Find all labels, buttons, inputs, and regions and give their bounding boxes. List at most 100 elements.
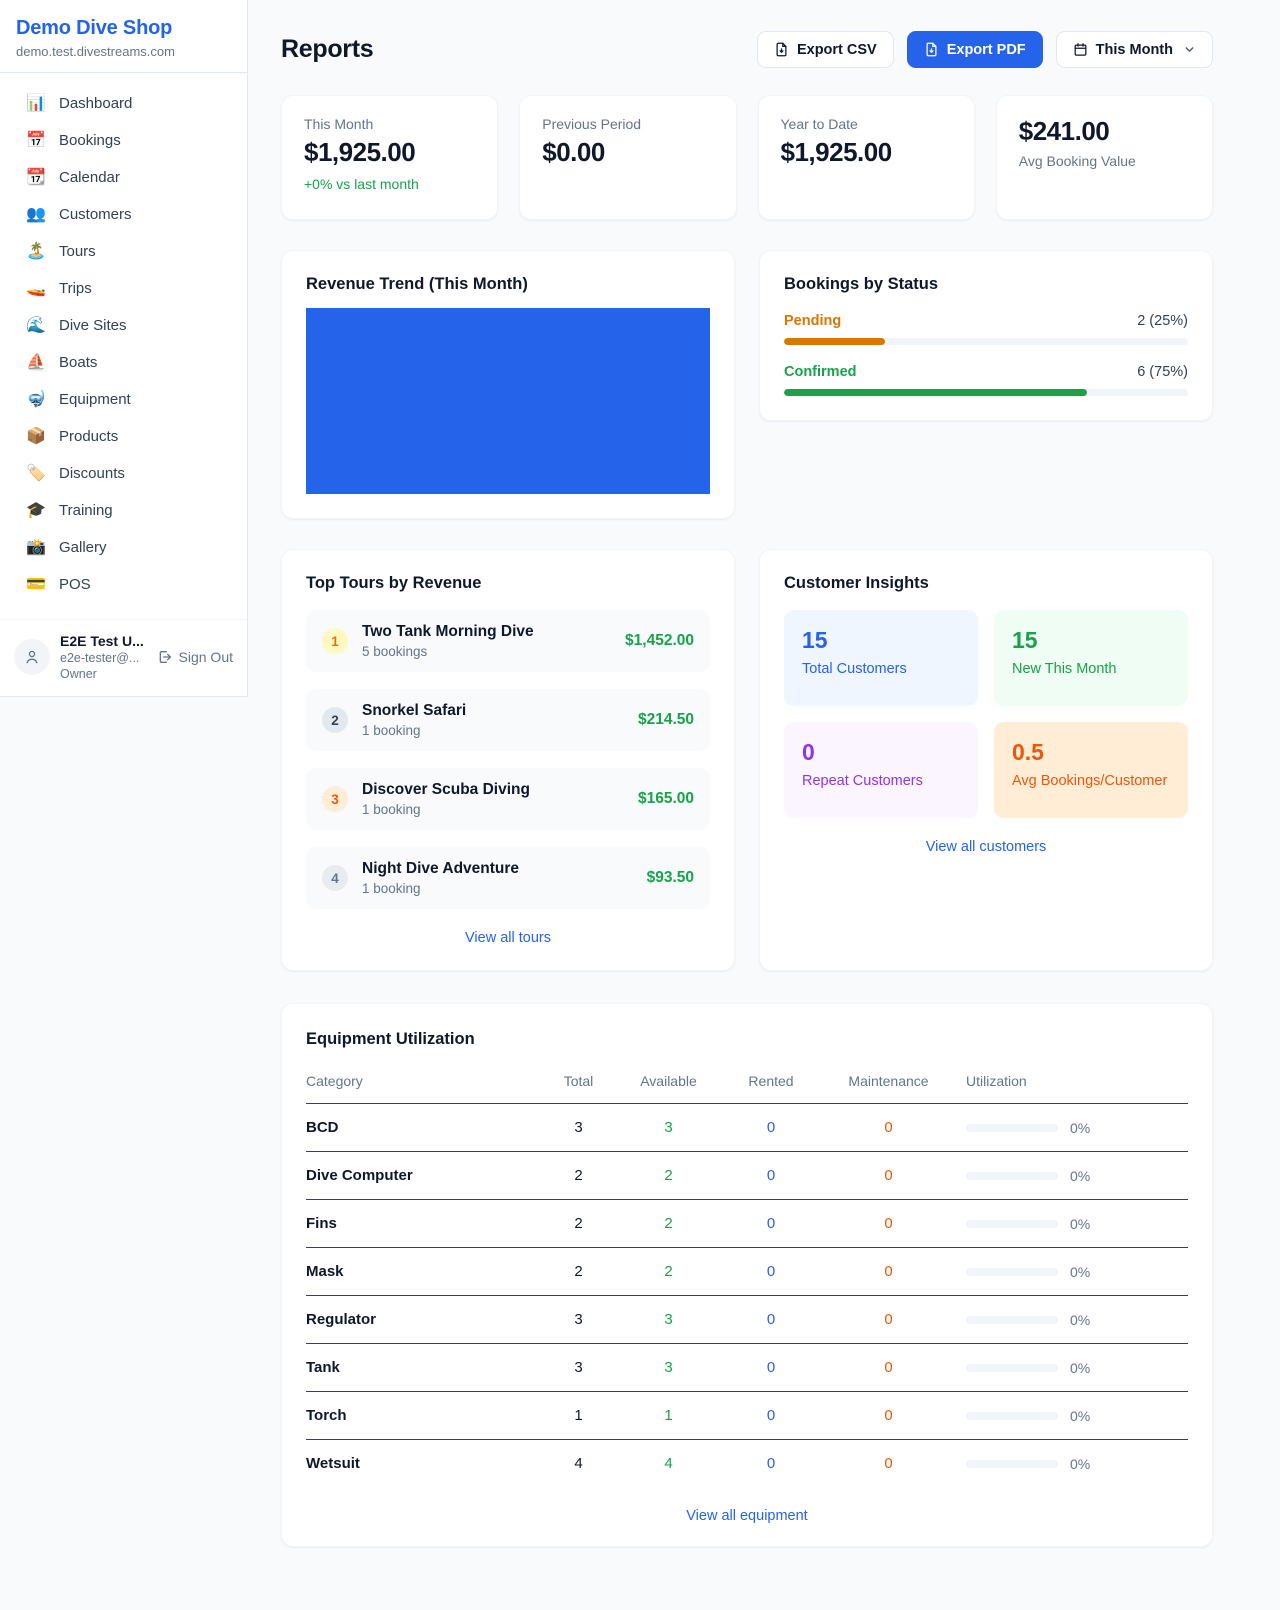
tear-off-calendar-icon: 📆	[26, 168, 46, 186]
utilization-percent: 0%	[1070, 1455, 1091, 1472]
utilization-cell: 0%	[956, 1408, 1188, 1424]
cell-maintenance: 0	[821, 1247, 956, 1296]
cell-category: Dive Computer	[306, 1151, 541, 1200]
sidebar-item-equipment[interactable]: 🤿 Equipment	[0, 381, 247, 418]
calendar-icon: 📅	[26, 131, 46, 149]
cell-available: 3	[616, 1343, 721, 1392]
sidebar-item-label: POS	[59, 576, 91, 593]
sidebar-item-label: Equipment	[59, 391, 131, 408]
sidebar-item-trips[interactable]: 🚤 Trips	[0, 270, 247, 307]
cell-maintenance: 0	[821, 1295, 956, 1344]
cell-maintenance: 0	[821, 1391, 956, 1440]
utilization-bar-track	[966, 1459, 1058, 1468]
cell-rented: 0	[721, 1103, 821, 1152]
status-row-pending: Pending 2 (25%)	[784, 313, 1188, 345]
utilization-percent: 0%	[1070, 1119, 1091, 1136]
view-all-customers-link[interactable]: View all customers	[925, 839, 1047, 855]
cell-total: 3	[541, 1103, 616, 1152]
speedboat-icon: 🚤	[26, 279, 46, 297]
charts-row: Revenue Trend (This Month) Bookings by S…	[281, 250, 1213, 519]
cell-category: Regulator	[306, 1295, 541, 1344]
sidebar-item-label: Boats	[59, 354, 98, 371]
cell-available: 1	[616, 1391, 721, 1440]
utilization-cell: 0%	[956, 1360, 1188, 1376]
sidebar-item-calendar[interactable]: 📆 Calendar	[0, 159, 247, 196]
cell-maintenance: 0	[821, 1151, 956, 1200]
cell-category: Fins	[306, 1199, 541, 1248]
revenue-trend-title: Revenue Trend (This Month)	[306, 275, 528, 293]
cell-available: 2	[616, 1151, 721, 1200]
tour-amount: $165.00	[637, 790, 694, 807]
tour-bookings: 5 bookings	[362, 644, 428, 659]
sidebar-item-label: Dive Sites	[59, 317, 127, 334]
cell-category: Tank	[306, 1343, 541, 1392]
utilization-cell: 0%	[956, 1168, 1188, 1184]
sidebar-item-label: Trips	[59, 280, 92, 297]
tour-row: 2 Snorkel Safari 1 booking $214.50	[306, 689, 710, 751]
insight-value: 15	[802, 627, 828, 653]
export-pdf-button[interactable]: Export PDF	[906, 31, 1043, 68]
sidebar-item-boats[interactable]: ⛵ Boats	[0, 344, 247, 381]
stat-label: This Month	[304, 116, 374, 132]
user-icon	[26, 650, 38, 664]
sidebar-item-pos[interactable]: 💳 POS	[0, 566, 247, 603]
cell-rented: 0	[766, 1455, 776, 1472]
utilization-bar-track	[966, 1267, 1058, 1276]
period-dropdown[interactable]: This Month	[1055, 31, 1213, 68]
sidebar-item-dive-sites[interactable]: 🌊 Dive Sites	[0, 307, 247, 344]
stat-card-year-to-date: Year to Date $1,925.00	[757, 95, 975, 220]
status-value: 6 (75%)	[1137, 364, 1188, 380]
sign-out-button[interactable]: Sign Out	[157, 649, 233, 665]
cell-rented: 0	[721, 1295, 821, 1344]
insight-value: 0	[802, 739, 815, 765]
utilization-bar-track	[966, 1171, 1058, 1180]
wave-icon: 🌊	[26, 316, 46, 334]
export-csv-label: Export CSV	[796, 41, 877, 58]
customer-insights-title: Customer Insights	[784, 574, 929, 592]
user-email: e2e-tester@...	[60, 651, 140, 665]
stat-label: Year to Date	[780, 116, 858, 132]
insight-label: Repeat Customers	[802, 773, 923, 789]
sidebar-item-tours[interactable]: 🏝️ Tours	[0, 233, 247, 270]
utilization-cell: 0%	[956, 1264, 1188, 1280]
cell-total: 4	[574, 1455, 583, 1472]
app-domain: demo.test.divestreams.com	[16, 44, 175, 59]
cell-available: 2	[616, 1199, 721, 1248]
sidebar-item-bookings[interactable]: 📅 Bookings	[0, 122, 247, 159]
equipment-table: Category Total Available Rented Maintena…	[306, 1063, 1188, 1487]
sidebar-item-training[interactable]: 🎓 Training	[0, 492, 247, 529]
revenue-trend-bar	[306, 308, 710, 494]
sidebar-item-label: Customers	[59, 206, 132, 223]
table-row: Mask 2 2 0 0 0%	[306, 1247, 1188, 1296]
utilization-cell: 0%	[956, 1312, 1188, 1328]
view-all-equipment-link[interactable]: View all equipment	[686, 1508, 808, 1524]
status-bar-fill	[784, 389, 1087, 396]
sidebar-item-discounts[interactable]: 🏷️ Discounts	[0, 455, 247, 492]
sidebar-item-label: Gallery	[59, 539, 107, 556]
utilization-percent: 0%	[1070, 1359, 1091, 1376]
table-row: BCD 3 3 0 0 0%	[306, 1103, 1188, 1152]
tour-bookings: 1 booking	[362, 881, 421, 896]
cell-total: 2	[541, 1247, 616, 1296]
tour-row: 4 Night Dive Adventure 1 booking $93.50	[306, 847, 710, 909]
diving-mask-icon: 🤿	[26, 390, 46, 408]
cell-maintenance: 0	[884, 1455, 893, 1472]
utilization-cell: 0%	[956, 1120, 1188, 1136]
sidebar-item-gallery[interactable]: 📸 Gallery	[0, 529, 247, 566]
cell-total: 3	[541, 1343, 616, 1392]
cell-category: BCD	[306, 1103, 541, 1152]
rank-badge: 1	[322, 628, 348, 654]
stat-card-previous-period: Previous Period $0.00	[519, 95, 737, 220]
package-icon: 📦	[26, 427, 46, 445]
sidebar-item-products[interactable]: 📦 Products	[0, 418, 247, 455]
cell-available: 2	[616, 1247, 721, 1296]
rank-badge: 2	[322, 707, 348, 733]
sidebar-item-customers[interactable]: 👥 Customers	[0, 196, 247, 233]
utilization-cell: 0%	[956, 1456, 1188, 1472]
export-csv-button[interactable]: Export CSV	[756, 31, 894, 68]
cell-category: Torch	[306, 1391, 541, 1440]
view-all-tours-link[interactable]: View all tours	[465, 930, 551, 946]
sidebar-item-dashboard[interactable]: 📊 Dashboard	[0, 85, 247, 122]
cell-total: 2	[541, 1199, 616, 1248]
cell-rented: 0	[721, 1199, 821, 1248]
